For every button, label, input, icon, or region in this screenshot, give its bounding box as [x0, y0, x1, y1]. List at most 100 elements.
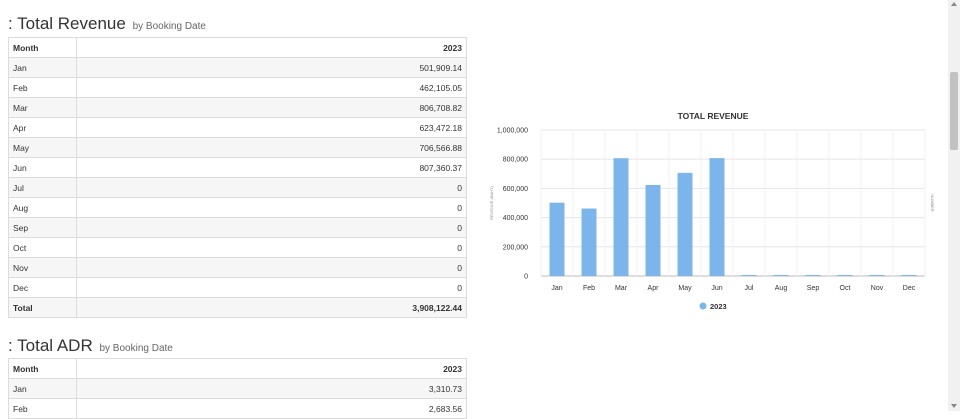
month-cell: Jun — [8, 157, 77, 178]
bar-jan — [549, 202, 565, 276]
bar-may — [677, 172, 693, 276]
chart-grid — [540, 129, 926, 277]
value-cell: 807,360.37 — [76, 157, 467, 178]
value-cell: 0 — [76, 277, 467, 298]
page-scrollbar[interactable] — [948, 0, 960, 411]
month-cell: Feb — [8, 398, 77, 419]
y-tick-label: 600,000 — [503, 186, 528, 193]
x-tick-label: Jul — [745, 285, 754, 292]
x-tick-label: May — [678, 285, 692, 292]
value-cell: 462,105.05 — [76, 77, 467, 98]
bar-sep — [805, 275, 821, 276]
column-header-month: Month — [8, 37, 77, 58]
value-cell: 0 — [76, 177, 467, 198]
bar-apr — [645, 184, 661, 276]
chart-legend[interactable]: 2023 — [699, 302, 727, 311]
value-cell: 623,472.18 — [76, 117, 467, 138]
column-header-year: 2023 — [76, 37, 467, 58]
table-row: Mar 806,708.82 — [8, 97, 467, 118]
month-cell: Nov — [8, 257, 77, 278]
scroll-down-arrow-icon[interactable] — [951, 404, 957, 408]
value-cell: 0 — [76, 257, 467, 278]
value-cell: 3,310.73 — [76, 378, 467, 399]
bar-aug — [773, 275, 789, 276]
revenue-title: : Total Revenue — [8, 14, 126, 33]
x-tick-label: Nov — [871, 285, 884, 292]
month-cell: Oct — [8, 237, 77, 258]
y-tick-label: 200,000 — [503, 244, 528, 251]
bar-feb — [581, 208, 597, 276]
table-row: Oct 0 — [8, 237, 467, 258]
month-cell: Sep — [8, 217, 77, 238]
table-row: Jan 3,310.73 — [8, 378, 467, 399]
table-row: Dec 0 — [8, 277, 467, 298]
adr-table: Month 2023 Jan 3,310.73 Feb 2,683.56 — [8, 358, 467, 419]
total-label: Total — [8, 297, 77, 318]
total-value: 3,908,122.44 — [76, 297, 467, 318]
scrollbar-thumb[interactable] — [950, 72, 958, 150]
x-tick-label: Mar — [615, 285, 628, 292]
column-header-month: Month — [8, 358, 77, 379]
table-row: Sep 0 — [8, 217, 467, 238]
x-axis-ticks: Jan Feb Mar Apr May Jun Jul Aug Sep Oct Nov Dec — [551, 285, 915, 292]
month-cell: Jul — [8, 177, 77, 198]
chart-title: TOTAL REVENUE — [678, 111, 749, 121]
adr-title: : Total ADR — [8, 336, 93, 355]
bar-dec — [901, 275, 917, 276]
revenue-table: Month 2023 Jan 501,909.14 Feb 462,105.05 M… — [8, 37, 467, 318]
table-row: May 706,566.88 — [8, 137, 467, 158]
x-tick-label: Sep — [807, 285, 820, 292]
value-cell: 0 — [76, 217, 467, 238]
value-cell: 706,566.88 — [76, 137, 467, 158]
y-axis-label-right: NUMBER — [930, 194, 935, 211]
month-cell: Apr — [8, 117, 77, 138]
month-cell: Feb — [8, 77, 77, 98]
bar-jun — [709, 158, 725, 276]
x-tick-label: Jan — [551, 285, 562, 292]
table-row: Jul 0 — [8, 177, 467, 198]
month-cell: Jan — [8, 57, 77, 78]
value-cell: 0 — [76, 237, 467, 258]
revenue-subtitle: by Booking Date — [132, 21, 206, 32]
month-cell: Mar — [8, 97, 77, 118]
scroll-up-arrow-icon[interactable] — [951, 2, 957, 6]
legend-marker-2023 — [699, 302, 707, 310]
total-row: Total 3,908,122.44 — [8, 297, 467, 318]
value-cell: 0 — [76, 197, 467, 218]
x-tick-label: Apr — [648, 285, 660, 292]
table-header-row: Month 2023 — [8, 358, 467, 379]
y-tick-label: 400,000 — [503, 215, 528, 222]
value-cell: 501,909.14 — [76, 57, 467, 78]
revenue-section-title: : Total Revenue by Booking Date — [8, 14, 206, 34]
month-cell: Jan — [8, 378, 77, 399]
bar-nov — [869, 275, 885, 276]
month-cell: Dec — [8, 277, 77, 298]
table-row: Apr 623,472.18 — [8, 117, 467, 138]
bar-jul — [741, 275, 757, 276]
x-tick-label: Dec — [903, 285, 916, 292]
chart-bars — [549, 158, 917, 276]
x-tick-label: Oct — [840, 285, 851, 292]
bar-oct — [837, 275, 853, 276]
x-tick-label: Aug — [775, 285, 788, 292]
y-axis-ticks: 0 200,000 400,000 600,000 800,000 1,000,000 — [497, 128, 528, 281]
x-tick-label: Jun — [711, 285, 722, 292]
adr-section-title: : Total ADR by Booking Date — [8, 336, 173, 356]
table-row: Aug 0 — [8, 197, 467, 218]
y-tick-label: 1,000,000 — [497, 128, 528, 135]
table-row: Jun 807,360.37 — [8, 157, 467, 178]
value-cell: 806,708.82 — [76, 97, 467, 118]
y-axis-label: REVENUE (BAHT) — [489, 185, 494, 219]
month-cell: May — [8, 137, 77, 158]
value-cell: 2,683.56 — [76, 398, 467, 419]
adr-subtitle: by Booking Date — [99, 343, 173, 354]
table-row: Feb 462,105.05 — [8, 77, 467, 98]
bar-mar — [613, 158, 629, 276]
y-tick-label: 800,000 — [503, 157, 528, 164]
table-row: Jan 501,909.14 — [8, 57, 467, 78]
table-row: Nov 0 — [8, 257, 467, 278]
table-header-row: Month 2023 — [8, 37, 467, 58]
y-tick-label: 0 — [524, 274, 528, 281]
x-tick-label: Feb — [583, 285, 595, 292]
column-header-year: 2023 — [76, 358, 467, 379]
